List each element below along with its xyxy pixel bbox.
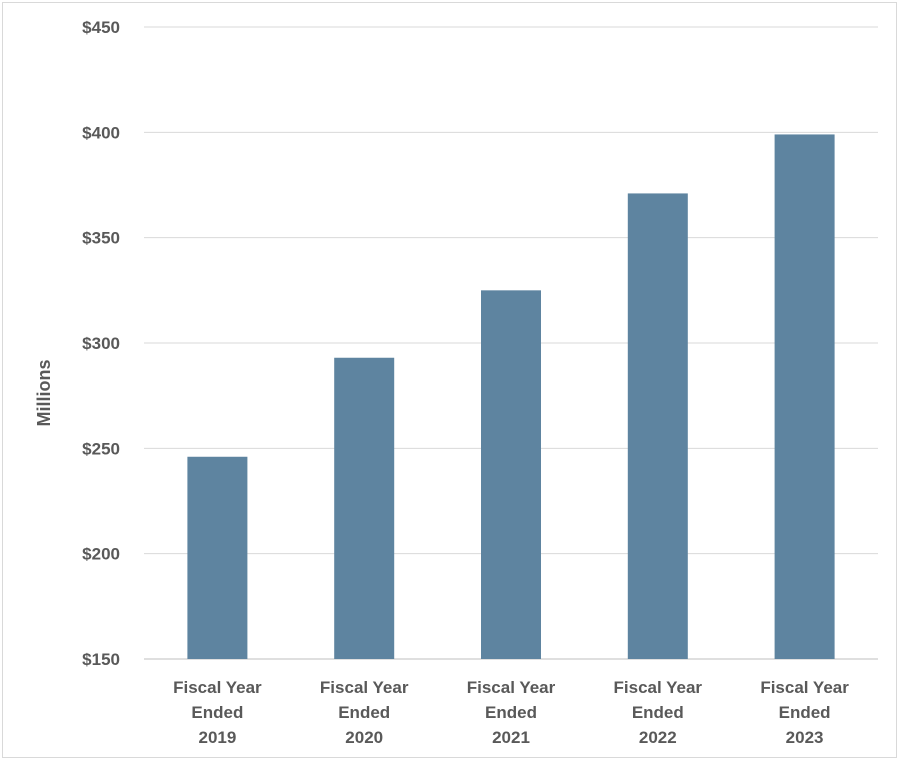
x-tick-label: Ended: [191, 703, 243, 722]
gridlines: [144, 26, 878, 660]
x-tick-label: 2019: [198, 728, 236, 747]
x-tick-label: Fiscal Year: [614, 678, 703, 697]
bar: [334, 357, 395, 659]
bars: [187, 134, 835, 659]
x-tick-label: 2023: [786, 728, 824, 747]
x-tick-label: Fiscal Year: [467, 678, 556, 697]
x-tick-label: 2022: [639, 728, 677, 747]
bar: [481, 290, 541, 659]
x-axis-ticks: Fiscal Year Ended 2019 Fiscal Year Ended 2020…: [173, 678, 849, 747]
bar: [187, 456, 248, 659]
y-axis-title: Millions: [34, 360, 54, 427]
y-tick-label: $150: [82, 650, 120, 669]
x-tick-label: Ended: [338, 703, 390, 722]
x-tick-label: Ended: [779, 703, 831, 722]
y-tick-label: $450: [82, 18, 120, 37]
x-tick-label: Ended: [485, 703, 537, 722]
bar: [627, 193, 688, 659]
y-tick-label: $400: [82, 123, 120, 142]
y-tick-label: $300: [82, 334, 120, 353]
y-tick-label: $200: [82, 545, 120, 564]
x-tick-label: Fiscal Year: [320, 678, 409, 697]
x-tick-label: 2021: [492, 728, 530, 747]
x-tick-label: Ended: [632, 703, 684, 722]
x-tick-label: Fiscal Year: [173, 678, 262, 697]
bar: [774, 134, 835, 659]
y-tick-label: $350: [82, 229, 120, 248]
x-tick-label: 2020: [345, 728, 383, 747]
x-tick-label: Fiscal Year: [760, 678, 849, 697]
y-axis-ticks: $150 $200 $250 $300 $350 $400 $450: [82, 18, 120, 669]
y-tick-label: $250: [82, 439, 120, 458]
